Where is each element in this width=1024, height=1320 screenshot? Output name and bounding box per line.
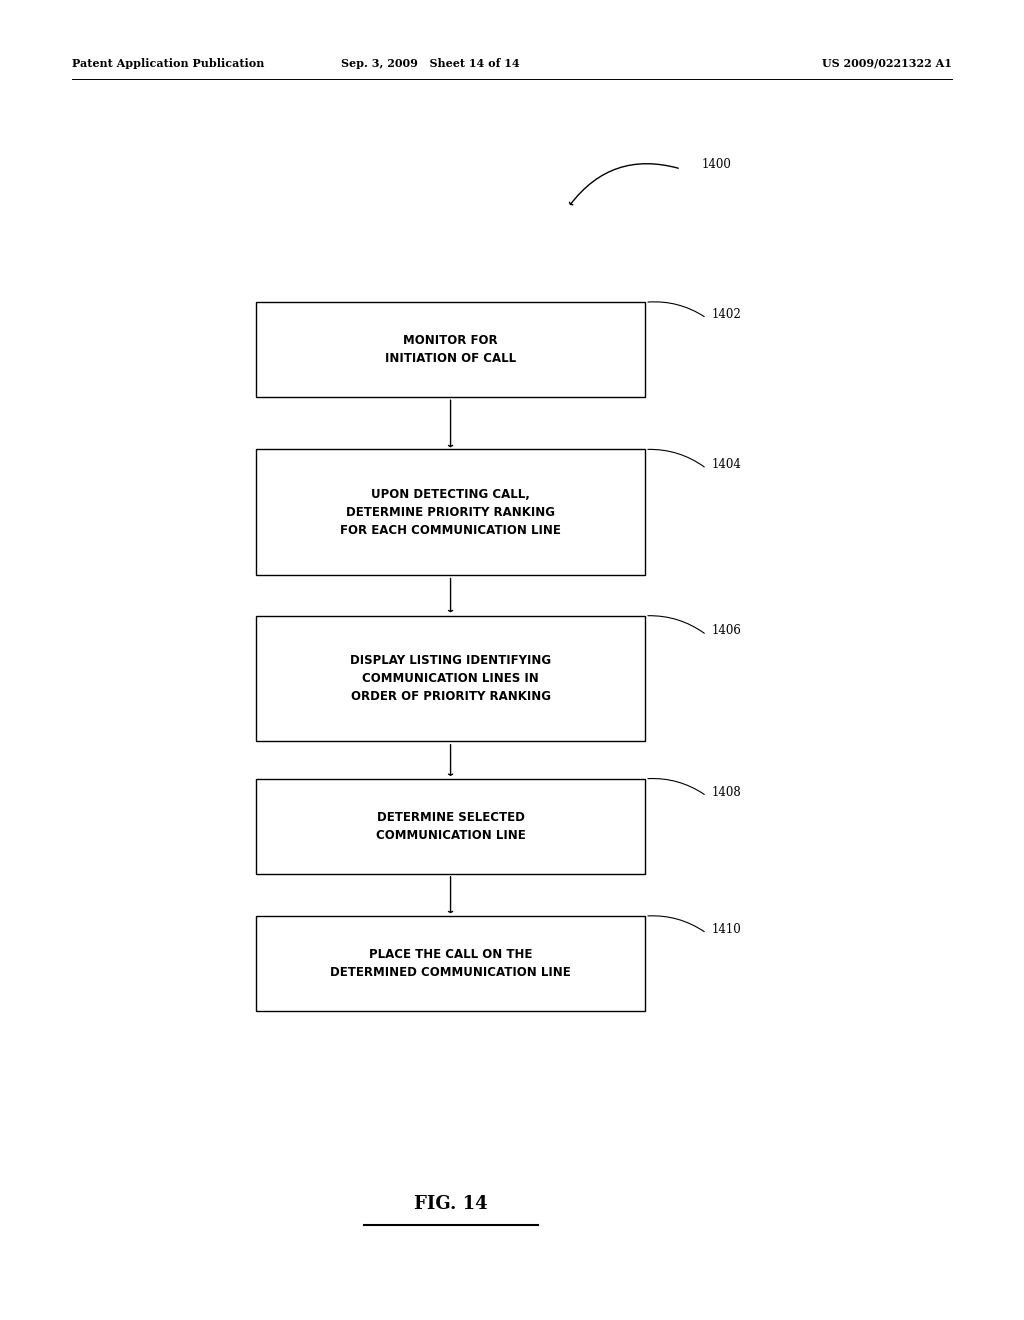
Text: 1400: 1400 [701, 158, 731, 172]
Text: Sep. 3, 2009   Sheet 14 of 14: Sep. 3, 2009 Sheet 14 of 14 [341, 58, 519, 69]
Text: 1404: 1404 [712, 458, 741, 471]
Text: MONITOR FOR
INITIATION OF CALL: MONITOR FOR INITIATION OF CALL [385, 334, 516, 366]
Text: 1406: 1406 [712, 624, 741, 638]
Text: 1402: 1402 [712, 308, 741, 321]
Text: UPON DETECTING CALL,
DETERMINE PRIORITY RANKING
FOR EACH COMMUNICATION LINE: UPON DETECTING CALL, DETERMINE PRIORITY … [340, 487, 561, 537]
Text: 1408: 1408 [712, 785, 741, 799]
Bar [256, 449, 645, 576]
Text: US 2009/0221322 A1: US 2009/0221322 A1 [822, 58, 952, 69]
Text: DETERMINE SELECTED
COMMUNICATION LINE: DETERMINE SELECTED COMMUNICATION LINE [376, 810, 525, 842]
Bar [256, 302, 645, 397]
Text: Patent Application Publication: Patent Application Publication [72, 58, 264, 69]
Bar [256, 615, 645, 741]
Text: FIG. 14: FIG. 14 [414, 1195, 487, 1213]
Bar [256, 779, 645, 874]
Text: PLACE THE CALL ON THE
DETERMINED COMMUNICATION LINE: PLACE THE CALL ON THE DETERMINED COMMUNI… [330, 948, 571, 979]
Text: 1410: 1410 [712, 923, 741, 936]
Text: DISPLAY LISTING IDENTIFYING
COMMUNICATION LINES IN
ORDER OF PRIORITY RANKING: DISPLAY LISTING IDENTIFYING COMMUNICATIO… [350, 653, 551, 704]
Bar [256, 916, 645, 1011]
